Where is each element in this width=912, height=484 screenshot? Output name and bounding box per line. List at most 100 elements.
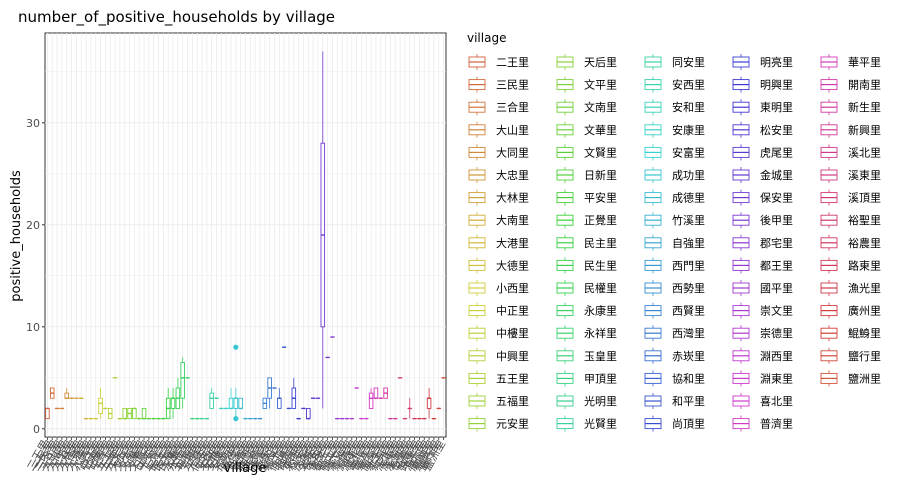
chart-title: number_of_positive_households by village <box>18 8 335 27</box>
box-series <box>45 51 446 422</box>
legend-label: 東明里 <box>760 101 793 114</box>
legend-key <box>556 54 574 70</box>
legend-key <box>556 76 574 93</box>
legend-key <box>820 325 838 342</box>
legend-key <box>732 121 750 138</box>
legend-item: 竹溪里 <box>644 212 705 229</box>
legend-key <box>556 121 574 138</box>
box-body <box>141 407 147 420</box>
legend-key <box>556 257 574 274</box>
legend-item: 文平里 <box>556 76 617 93</box>
legend-key <box>820 76 838 93</box>
legend-item: 大同里 <box>468 144 529 161</box>
legend-key <box>820 54 838 70</box>
legend-item: 光明里 <box>556 393 617 409</box>
legend-item: 同安里 <box>644 54 705 70</box>
legend-item: 淵西里 <box>732 347 793 364</box>
legend-item: 大山里 <box>468 121 529 138</box>
legend-item: 大港里 <box>468 234 529 251</box>
box-49 <box>277 388 282 409</box>
legend-item: 喜北里 <box>732 393 793 409</box>
legend-label: 五福里 <box>496 394 529 408</box>
legend-item: 郡宅里 <box>732 234 793 251</box>
legend-label: 保安里 <box>760 191 793 205</box>
legend-item: 自強里 <box>644 234 705 251</box>
box-body <box>209 392 214 409</box>
legend-label: 文平里 <box>584 78 617 92</box>
legend-key <box>556 370 574 387</box>
legend-item: 鯤鯓里 <box>820 325 881 342</box>
y-tick-label: 10 <box>26 321 40 334</box>
legend-key <box>732 302 750 319</box>
legend-item: 安和里 <box>644 99 705 116</box>
legend-key <box>732 325 750 342</box>
box-body <box>122 407 127 420</box>
legend-item: 天后里 <box>556 54 617 70</box>
legend-item: 中興里 <box>468 347 529 364</box>
legend-label: 民權里 <box>584 282 617 295</box>
legend-key <box>732 144 750 161</box>
legend-label: 後甲里 <box>760 213 793 227</box>
legend-item: 溪頂里 <box>820 189 881 206</box>
legend-item: 崇德里 <box>732 325 793 342</box>
legend-key <box>732 167 750 183</box>
legend-label: 金城里 <box>760 168 793 182</box>
y-tick-label: 20 <box>26 219 40 232</box>
legend-label: 小西里 <box>496 282 529 295</box>
box-1 <box>45 407 50 420</box>
legend-key <box>468 415 486 432</box>
legend-key <box>820 144 838 161</box>
legend-item: 裕農里 <box>820 234 881 251</box>
legend-label: 赤崁里 <box>672 350 705 363</box>
legend-key <box>732 415 750 432</box>
legend-label: 西灣里 <box>672 327 705 340</box>
legend-item: 後甲里 <box>732 212 793 229</box>
legend-label: 喜北里 <box>760 395 793 408</box>
legend-key <box>644 257 662 274</box>
legend-key <box>468 189 486 206</box>
legend-key <box>644 347 662 364</box>
legend-item: 正覺里 <box>556 212 617 229</box>
legend-item: 國平里 <box>732 280 793 296</box>
box-47 <box>267 377 272 409</box>
legend-key <box>468 347 486 364</box>
legend-label: 廣州里 <box>848 304 881 318</box>
legend-label: 文華里 <box>584 123 617 137</box>
legend-item: 新興里 <box>820 121 881 138</box>
legend-key <box>556 325 574 342</box>
legend-item: 安西里 <box>644 76 705 93</box>
legend-label: 郡宅里 <box>760 236 793 250</box>
legend-label: 竹溪里 <box>672 213 705 227</box>
legend-label: 西賢里 <box>672 305 705 318</box>
legend-key <box>820 167 838 183</box>
box-body <box>233 397 239 409</box>
legend-label: 和平里 <box>672 395 705 408</box>
legend-key <box>644 167 662 183</box>
legend-label: 虎尾里 <box>760 146 793 159</box>
legend-label: 安和里 <box>672 100 705 114</box>
legend-label: 大同里 <box>496 145 529 159</box>
legend-label: 大南里 <box>496 213 529 227</box>
legend-item: 鹽洲里 <box>820 370 881 387</box>
legend-key <box>468 370 486 387</box>
box-body <box>132 407 137 420</box>
legend-key <box>468 167 486 183</box>
legend-key <box>644 325 662 342</box>
box-39 <box>228 388 234 410</box>
legend-key <box>820 370 838 387</box>
legend-key <box>468 280 486 296</box>
box-body <box>170 397 176 409</box>
box-29 <box>180 357 185 409</box>
legend-key <box>732 280 750 296</box>
legend-label: 光賢里 <box>584 417 617 431</box>
legend-item: 元安里 <box>468 415 529 432</box>
legend-label: 玉皇里 <box>584 349 617 363</box>
legend-key <box>732 189 750 206</box>
legend-item: 溪東里 <box>820 167 881 183</box>
legend-label: 民主里 <box>584 237 617 250</box>
legend-label: 日新里 <box>584 168 617 182</box>
grid-lines <box>45 33 446 437</box>
legend-key <box>556 99 574 116</box>
legend-item: 成德里 <box>644 189 705 206</box>
legend-label: 同安里 <box>672 55 705 69</box>
